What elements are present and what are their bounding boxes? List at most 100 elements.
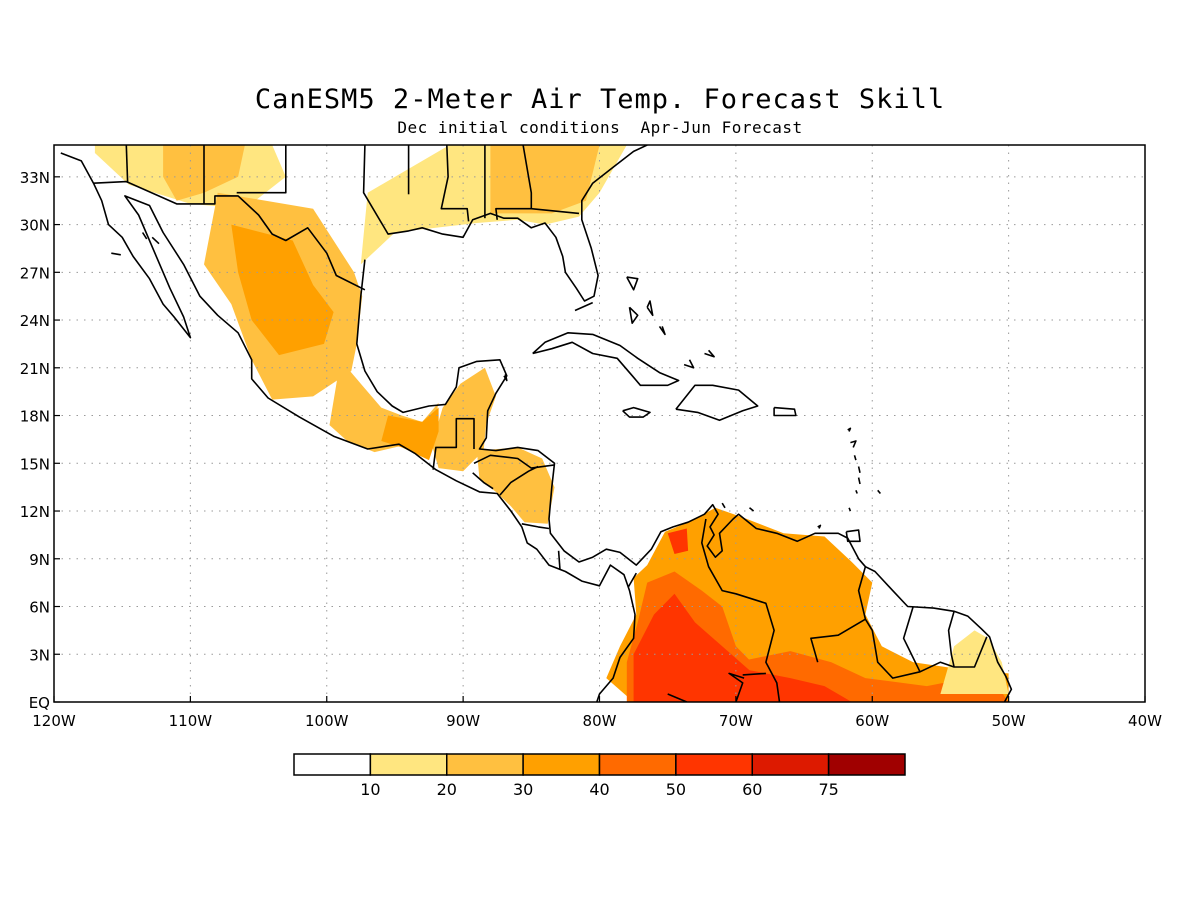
legend-swatch	[675, 753, 753, 776]
coastline	[557, 550, 561, 570]
island-outline	[848, 507, 852, 512]
coastline	[947, 611, 955, 668]
coastline	[667, 693, 688, 702]
coastlines	[60, 145, 1013, 702]
coastline	[473, 454, 555, 469]
island-outline	[721, 502, 726, 509]
island-outline	[111, 252, 121, 256]
coastline	[627, 572, 637, 588]
coastline	[728, 672, 745, 702]
skill-region	[633, 593, 852, 702]
legend-swatch	[522, 753, 601, 776]
legend-label: 60	[742, 780, 762, 799]
island-outline	[626, 276, 639, 291]
island-outline	[853, 455, 857, 461]
coastline	[432, 417, 475, 470]
chart-subtitle: Dec initial conditions Apr-Jun Forecast	[397, 118, 803, 137]
coastline	[472, 472, 494, 490]
island-outline	[503, 374, 508, 382]
legend-swatch	[293, 753, 372, 776]
coastline	[521, 523, 550, 530]
x-tick-label: 50W	[992, 712, 1026, 730]
coastline	[701, 518, 781, 702]
skill-region	[490, 145, 600, 214]
island-outline	[675, 384, 759, 422]
y-tick-label: 30N	[20, 217, 50, 235]
y-tick-label: 3N	[29, 646, 50, 664]
skill-region	[476, 447, 555, 524]
island-outline	[857, 477, 861, 485]
island-outline	[855, 489, 858, 494]
island-outline	[574, 301, 594, 312]
color-legend: 10 20 30 40 50 60 75	[293, 753, 906, 799]
legend-label: 50	[666, 780, 686, 799]
island-outline	[773, 406, 797, 417]
coastline	[356, 259, 1013, 702]
skill-shading-layer	[94, 145, 1009, 702]
x-tick-label: 40W	[1128, 712, 1162, 730]
y-tick-label: 24N	[20, 312, 50, 330]
coastline	[440, 145, 470, 222]
y-tick-label: 18N	[20, 408, 50, 426]
coastline	[810, 618, 866, 663]
x-tick-label: 60W	[855, 712, 889, 730]
island-outline	[845, 529, 861, 543]
y-tick-label: 27N	[20, 264, 50, 282]
x-tick-label: 80W	[583, 712, 617, 730]
skill-region	[231, 224, 334, 356]
island-outline	[817, 524, 822, 529]
y-tick-label: EQ	[29, 694, 50, 712]
coastline	[93, 180, 366, 291]
coastline	[499, 465, 539, 496]
coastline	[125, 145, 129, 182]
legend-swatch	[598, 753, 677, 776]
island-outline	[683, 359, 695, 369]
island-outline	[151, 236, 160, 245]
island-outline	[877, 489, 882, 495]
x-tick-label: 110W	[169, 712, 213, 730]
map-gridlines	[54, 145, 1145, 702]
island-outline	[704, 349, 715, 358]
island-outline	[847, 427, 852, 432]
y-tick-label: 15N	[20, 455, 50, 473]
island-outline	[749, 507, 755, 512]
x-tick-label: 100W	[305, 712, 349, 730]
x-tick-label: 90W	[446, 712, 480, 730]
x-axis: 120W 110W 100W 90W 80W 70W 60W 50W 40W	[32, 696, 1162, 730]
chart-title: CanESM5 2-Meter Air Temp. Forecast Skill	[254, 84, 946, 115]
legend-swatch	[827, 753, 906, 776]
island-outline	[628, 306, 639, 324]
x-tick-label: 120W	[32, 712, 76, 730]
y-tick-label: 6N	[29, 599, 50, 617]
x-tick-label: 70W	[719, 712, 753, 730]
coastline	[857, 566, 988, 679]
legend-label: 75	[818, 780, 838, 799]
coastline	[236, 145, 287, 194]
coastline	[531, 207, 580, 215]
legend-label: 20	[437, 780, 457, 799]
coastline	[902, 606, 921, 673]
island-outline	[850, 440, 857, 448]
y-tick-label: 33N	[20, 169, 50, 187]
legend-label: 40	[589, 780, 609, 799]
legend-swatch	[369, 753, 448, 776]
legend-label: 30	[513, 780, 533, 799]
skill-region	[381, 407, 439, 461]
island-outline	[532, 332, 680, 387]
legend-swatch	[446, 753, 524, 776]
island-outline	[857, 466, 861, 473]
island-outline	[622, 406, 651, 418]
legend-label: 10	[360, 780, 380, 799]
island-outline	[141, 232, 148, 240]
skill-region	[667, 528, 689, 554]
y-tick-label: 9N	[29, 551, 50, 569]
legend-swatch	[751, 753, 830, 776]
skill-region	[940, 630, 1009, 694]
coastline	[60, 152, 636, 702]
y-tick-label: 12N	[20, 503, 50, 521]
y-axis: EQ 3N 6N 9N 12N 15N 18N 21N 24N 27N 30N 33N	[20, 169, 60, 712]
y-tick-label: 21N	[20, 360, 50, 378]
island-outline	[646, 300, 654, 317]
coastline	[742, 672, 766, 676]
